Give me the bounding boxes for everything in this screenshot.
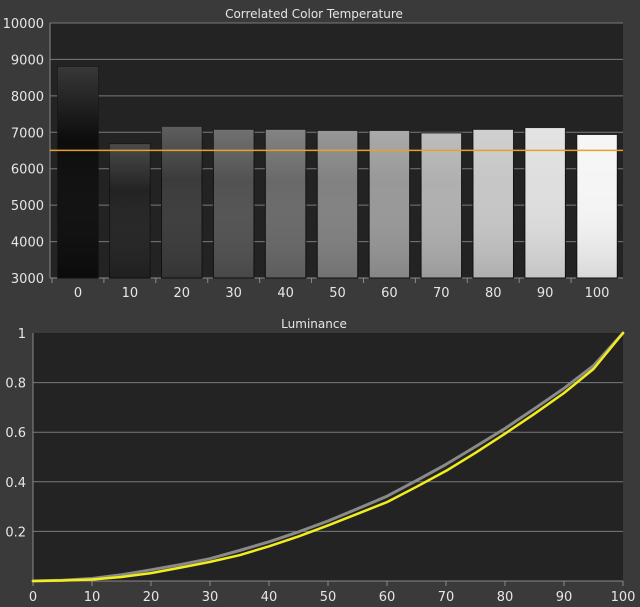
luminance-x-tick-label: 50 xyxy=(320,590,337,605)
cct-bar-shading xyxy=(265,129,306,278)
cct-bar-shading xyxy=(161,126,203,278)
luminance-y-tick-label: 0.6 xyxy=(5,426,26,441)
cct-bar-shading xyxy=(524,127,566,278)
cct-y-tick-label: 9000 xyxy=(11,53,44,68)
cct-bar-shading xyxy=(317,130,358,278)
luminance-y-tick-label: 1 xyxy=(18,327,26,342)
luminance-x-tick-label: 90 xyxy=(556,590,573,605)
cct-y-tick-label: 3000 xyxy=(11,272,44,287)
cct-x-tick-label: 0 xyxy=(74,286,82,301)
cct-y-tick-label: 8000 xyxy=(11,90,44,105)
cct-y-tick-label: 7000 xyxy=(11,126,44,141)
luminance-x-tick-label: 100 xyxy=(611,590,636,605)
cct-bar-shading xyxy=(369,130,410,278)
luminance-x-tick-label: 60 xyxy=(379,590,396,605)
cct-y-tick-label: 4000 xyxy=(11,236,44,251)
cct-bar-shading xyxy=(109,143,151,278)
luminance-chart-title: Luminance xyxy=(281,317,347,331)
luminance-x-tick-label: 0 xyxy=(29,590,37,605)
luminance-x-tick-label: 20 xyxy=(143,590,160,605)
cct-x-tick-label: 100 xyxy=(585,286,610,301)
cct-bar-shading xyxy=(576,134,618,278)
luminance-y-tick-label: 0.2 xyxy=(5,525,26,540)
cct-chart-title: Correlated Color Temperature xyxy=(225,7,403,21)
cct-bar-shading xyxy=(421,133,462,278)
luminance-plot-area xyxy=(33,333,623,581)
cct-y-tick-label: 10000 xyxy=(3,17,44,32)
cct-x-tick-label: 10 xyxy=(122,286,139,301)
luminance-x-tick-label: 80 xyxy=(497,590,514,605)
luminance-target-line xyxy=(31,331,625,583)
cct-x-tick-label: 30 xyxy=(225,286,242,301)
cct-x-tick-label: 40 xyxy=(277,286,294,301)
cct-x-tick-label: 90 xyxy=(537,286,554,301)
luminance-x-tick-label: 10 xyxy=(84,590,101,605)
cct-x-tick-label: 50 xyxy=(329,286,346,301)
cct-x-tick-label: 60 xyxy=(381,286,398,301)
luminance-x-tick-label: 40 xyxy=(261,590,278,605)
luminance-x-tick-label: 30 xyxy=(202,590,219,605)
cct-y-tick-label: 6000 xyxy=(11,163,44,178)
luminance-y-tick-label: 0.8 xyxy=(5,377,26,392)
cct-bar-shading xyxy=(213,129,254,278)
cct-bar-shading xyxy=(57,66,99,278)
luminance-x-tick-label: 70 xyxy=(438,590,455,605)
cct-x-tick-label: 80 xyxy=(485,286,502,301)
luminance-measured-line xyxy=(31,331,625,583)
luminance-y-tick-label: 0.4 xyxy=(5,476,26,491)
cct-x-tick-label: 20 xyxy=(173,286,190,301)
cct-y-tick-label: 5000 xyxy=(11,199,44,214)
cct-x-tick-label: 70 xyxy=(433,286,450,301)
cct-bar-shading xyxy=(472,129,514,278)
